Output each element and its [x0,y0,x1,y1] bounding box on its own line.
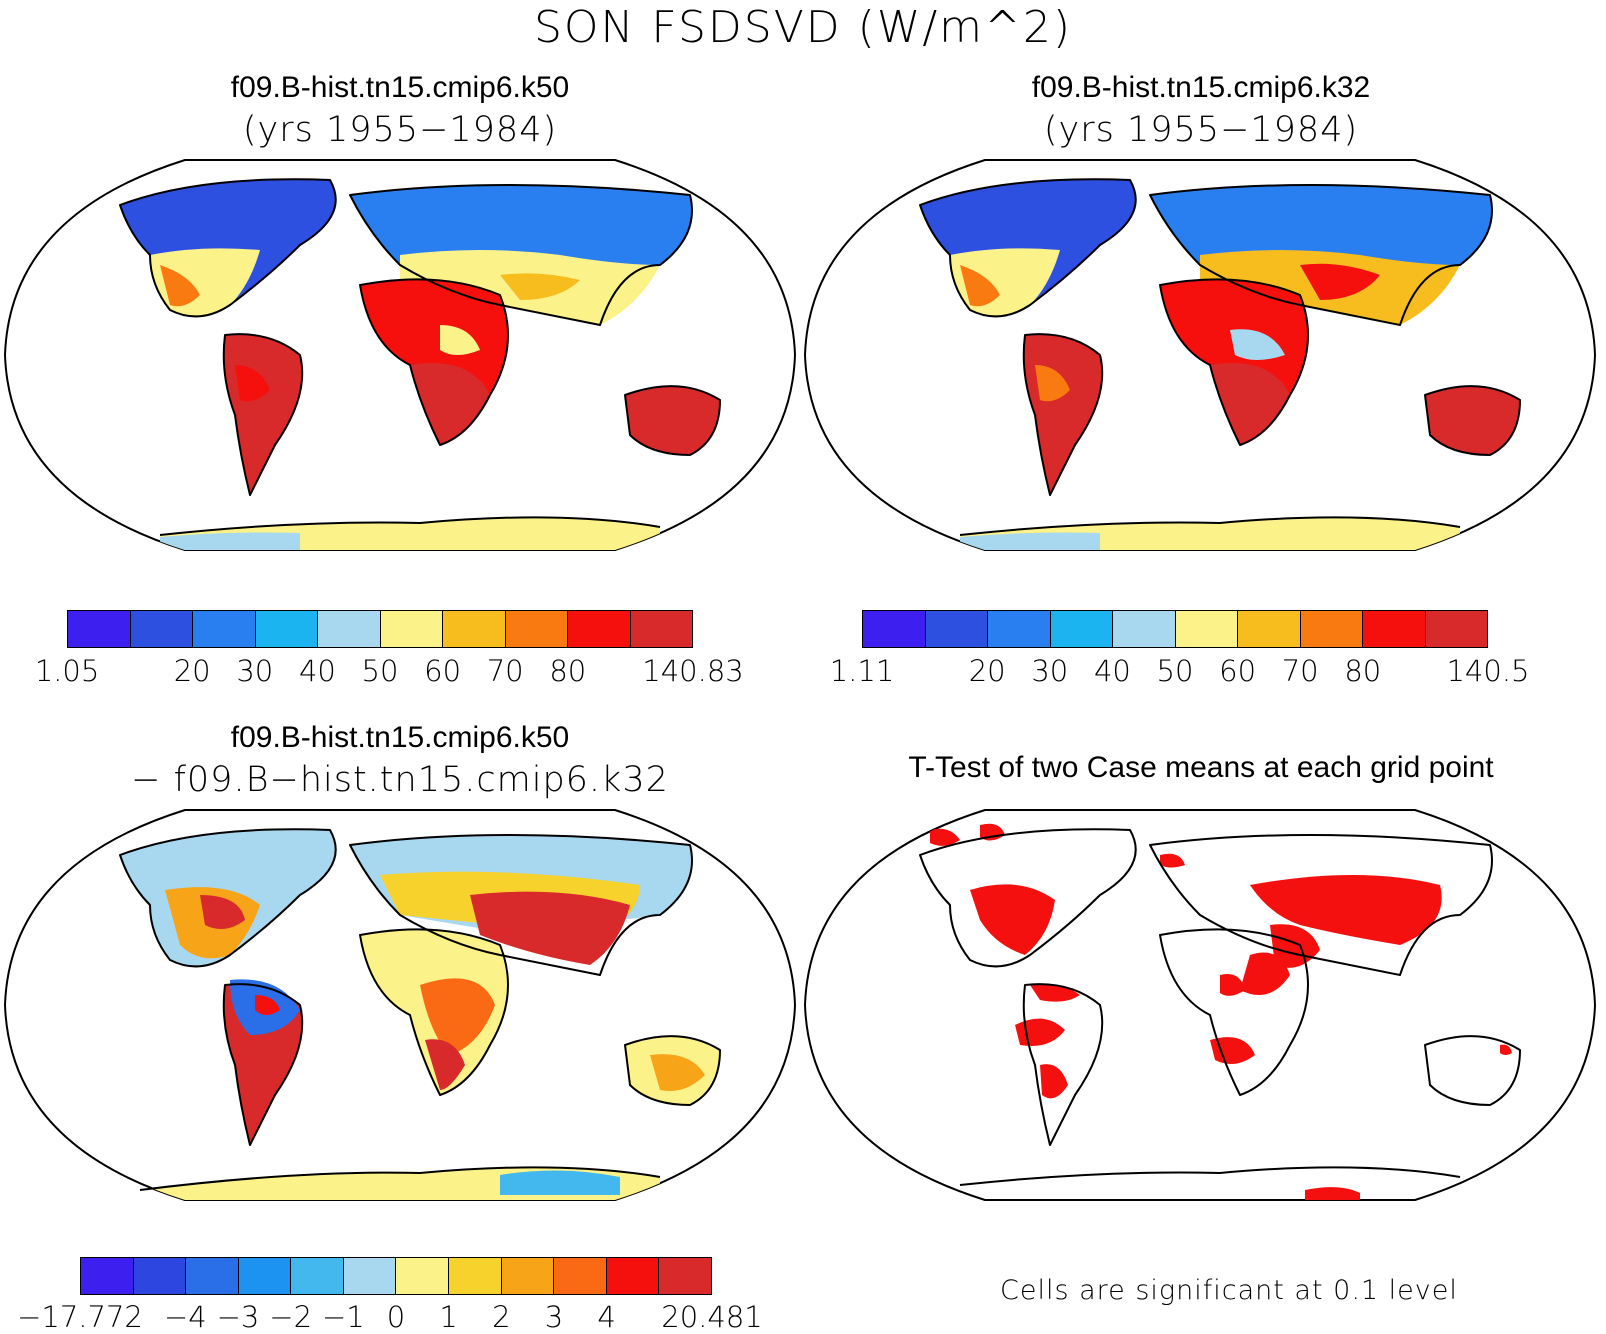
colorbar-tick-label: 80 [549,654,587,688]
colorbar-box [554,1258,607,1294]
panel2-subtitle: (yrs 1955−1984) [1043,110,1359,150]
colorbar-box [68,611,131,647]
colorbar-box [1363,611,1426,647]
panel2-title: f09.B-hist.tn15.cmip6.k32 [1031,71,1371,104]
colorbar-tick-label: 1.05 [34,654,100,688]
colorbar-tick-label: 70 [1281,654,1319,688]
colorbar-box [1050,611,1113,647]
colorbar-box [1175,611,1238,647]
panel4-title: T-Test of two Case means at each grid po… [908,751,1494,784]
colorbar-tick-label: −2 [269,1300,313,1334]
colorbar-tick-label: 30 [1031,654,1069,688]
colorbar-box [449,1258,502,1294]
colorbar-box [1425,611,1487,647]
colorbar-box [630,611,692,647]
colorbar-tick-label: 30 [236,654,274,688]
colorbar-tick-label: 20.481 [661,1300,763,1334]
colorbar-box [291,1258,344,1294]
colorbar-box [925,611,988,647]
colorbar-tick-label: −1 [321,1300,365,1334]
colorbar-box [396,1258,450,1294]
colorbar-tick-label: 0 [386,1300,406,1334]
colorbar-panel-3 [80,1257,712,1295]
colorbar-tick-label: 40 [1093,654,1131,688]
colorbar-box [130,611,193,647]
significance-footnote: Cells are significant at 0.1 level [1000,1275,1458,1306]
colorbar-tick-label: 40 [298,654,336,688]
colorbar-tick-label: 50 [1156,654,1194,688]
colorbar-tick-label: 50 [361,654,399,688]
map-panel-3 [3,809,797,1201]
colorbar-tick-label: −17.772 [17,1300,143,1334]
colorbar-tick-label: 20 [968,654,1006,688]
map-panel-1 [3,159,797,551]
colorbar-box [238,1258,292,1294]
colorbar-tick-label: 4 [597,1300,616,1334]
figure-title: SON FSDSVD (W/m^2) [533,2,1073,53]
colorbar-box [318,611,381,647]
colorbar-panel-2 [862,610,1488,648]
panel1-title: f09.B-hist.tn15.cmip6.k50 [230,71,570,104]
map-panel-2 [803,159,1597,551]
colorbar-box [380,611,443,647]
colorbar-box [863,611,926,647]
colorbar-tick-label: −3 [216,1300,260,1334]
colorbar-tick-label: 60 [424,654,462,688]
colorbar-box [1300,611,1363,647]
colorbar-tick-label: 20 [173,654,211,688]
colorbar-box [606,1258,660,1294]
colorbar-box [1113,611,1176,647]
colorbar-box [255,611,318,647]
colorbar-box [186,1258,239,1294]
colorbar-tick-label: 1.11 [829,654,895,688]
colorbar-tick-label: 1 [439,1300,458,1334]
colorbar-panel-1 [67,610,693,648]
colorbar-tick-label: −4 [163,1300,207,1334]
colorbar-tick-label: 60 [1219,654,1257,688]
colorbar-box [1238,611,1301,647]
colorbar-box [988,611,1051,647]
colorbar-box [443,611,506,647]
colorbar-box [343,1258,397,1294]
colorbar-box [193,611,256,647]
colorbar-box [659,1258,711,1294]
colorbar-tick-label: 70 [486,654,524,688]
colorbar-tick-label: 140.5 [1446,654,1530,688]
colorbar-tick-label: 80 [1344,654,1382,688]
colorbar-tick-label: 140.83 [642,654,744,688]
colorbar-box [505,611,568,647]
colorbar-tick-label: 3 [544,1300,564,1334]
panel1-subtitle: (yrs 1955−1984) [242,110,558,150]
colorbar-box [81,1258,134,1294]
panel3-title: f09.B-hist.tn15.cmip6.k50 [230,721,570,754]
panel3-subtitle: − f09.B−hist.tn15.cmip6.k32 [131,760,669,800]
colorbar-box [501,1258,555,1294]
map-panel-4 [803,809,1597,1201]
colorbar-box [568,611,631,647]
colorbar-tick-label: 2 [492,1300,511,1334]
colorbar-box [133,1258,187,1294]
